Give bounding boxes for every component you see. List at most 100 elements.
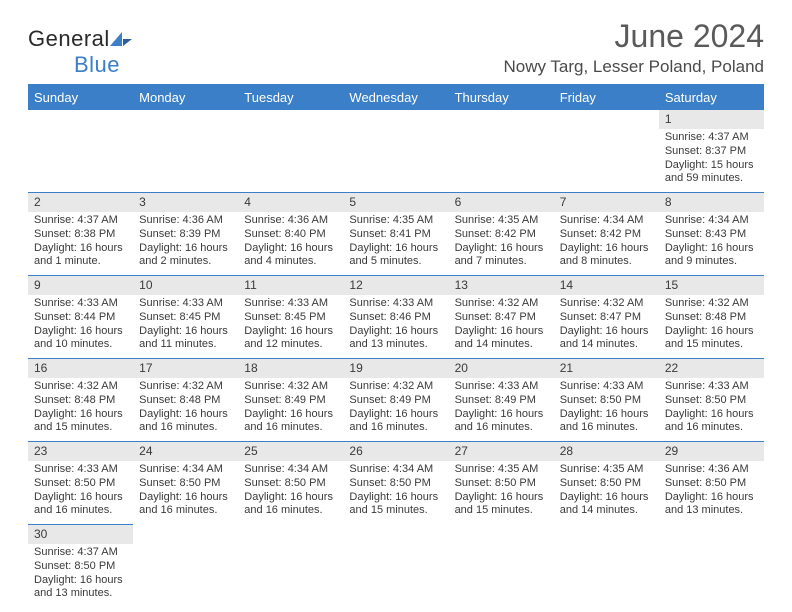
week-daynum-row: 30 [28,525,764,545]
day-day2: and 16 minutes. [139,504,232,518]
week-daynum-row: 9101112131415 [28,276,764,296]
day-sunset: Sunset: 8:50 PM [665,394,758,408]
day-number-cell: 25 [238,442,343,462]
day-data-cell: Sunrise: 4:37 AMSunset: 8:37 PMDaylight:… [659,129,764,193]
day-sunrise: Sunrise: 4:32 AM [455,297,548,311]
day-sunset: Sunset: 8:39 PM [139,228,232,242]
day-day2: and 7 minutes. [455,255,548,269]
week-daynum-row: 16171819202122 [28,359,764,379]
day-sunset: Sunset: 8:47 PM [455,311,548,325]
day-number-cell [238,110,343,130]
day-sunrise: Sunrise: 4:33 AM [34,297,127,311]
day-number-cell [343,525,448,545]
day-day1: Daylight: 16 hours [560,408,653,422]
day-number-cell: 10 [133,276,238,296]
day-sunset: Sunset: 8:47 PM [560,311,653,325]
day-day2: and 16 minutes. [349,421,442,435]
day-day2: and 13 minutes. [665,504,758,518]
day-data-cell [133,129,238,193]
day-sunset: Sunset: 8:44 PM [34,311,127,325]
day-data-cell: Sunrise: 4:33 AMSunset: 8:49 PMDaylight:… [449,378,554,442]
day-sunset: Sunset: 8:45 PM [139,311,232,325]
day-sunrise: Sunrise: 4:33 AM [244,297,337,311]
day-number-cell: 19 [343,359,448,379]
day-day1: Daylight: 16 hours [349,325,442,339]
day-data-cell [554,544,659,607]
day-sunrise: Sunrise: 4:37 AM [665,131,758,145]
day-data-cell: Sunrise: 4:36 AMSunset: 8:40 PMDaylight:… [238,212,343,276]
day-number-cell: 1 [659,110,764,130]
day-of-week-header: Monday [133,86,238,110]
day-day1: Daylight: 16 hours [349,242,442,256]
day-data-cell: Sunrise: 4:32 AMSunset: 8:48 PMDaylight:… [28,378,133,442]
day-of-week-row: SundayMondayTuesdayWednesdayThursdayFrid… [28,86,764,110]
day-data-cell: Sunrise: 4:33 AMSunset: 8:50 PMDaylight:… [659,378,764,442]
day-data-cell: Sunrise: 4:34 AMSunset: 8:43 PMDaylight:… [659,212,764,276]
day-day2: and 5 minutes. [349,255,442,269]
day-day2: and 16 minutes. [665,421,758,435]
day-number-cell: 27 [449,442,554,462]
day-day2: and 8 minutes. [560,255,653,269]
day-day2: and 12 minutes. [244,338,337,352]
day-sunrise: Sunrise: 4:32 AM [665,297,758,311]
week-data-row: Sunrise: 4:37 AMSunset: 8:38 PMDaylight:… [28,212,764,276]
day-day1: Daylight: 16 hours [34,491,127,505]
day-data-cell: Sunrise: 4:36 AMSunset: 8:39 PMDaylight:… [133,212,238,276]
day-data-cell [449,129,554,193]
day-day1: Daylight: 16 hours [665,491,758,505]
day-number-cell [28,110,133,130]
day-day1: Daylight: 16 hours [139,408,232,422]
day-data-cell: Sunrise: 4:33 AMSunset: 8:45 PMDaylight:… [133,295,238,359]
day-data-cell: Sunrise: 4:32 AMSunset: 8:49 PMDaylight:… [238,378,343,442]
week-data-row: Sunrise: 4:33 AMSunset: 8:44 PMDaylight:… [28,295,764,359]
day-data-cell: Sunrise: 4:35 AMSunset: 8:50 PMDaylight:… [554,461,659,525]
day-day1: Daylight: 16 hours [139,325,232,339]
day-number-cell: 29 [659,442,764,462]
day-day2: and 13 minutes. [34,587,127,601]
day-sunset: Sunset: 8:50 PM [349,477,442,491]
day-of-week-header: Tuesday [238,86,343,110]
day-sunrise: Sunrise: 4:33 AM [665,380,758,394]
week-data-row: Sunrise: 4:32 AMSunset: 8:48 PMDaylight:… [28,378,764,442]
day-number-cell: 20 [449,359,554,379]
day-day2: and 1 minute. [34,255,127,269]
day-number-cell: 18 [238,359,343,379]
day-sunset: Sunset: 8:43 PM [665,228,758,242]
day-data-cell: Sunrise: 4:34 AMSunset: 8:50 PMDaylight:… [133,461,238,525]
day-data-cell: Sunrise: 4:36 AMSunset: 8:50 PMDaylight:… [659,461,764,525]
day-sunrise: Sunrise: 4:35 AM [349,214,442,228]
day-number-cell [133,525,238,545]
day-data-cell: Sunrise: 4:33 AMSunset: 8:50 PMDaylight:… [554,378,659,442]
day-number-cell: 21 [554,359,659,379]
day-sunrise: Sunrise: 4:37 AM [34,546,127,560]
day-sunrise: Sunrise: 4:32 AM [560,297,653,311]
week-daynum-row: 1 [28,110,764,130]
day-day2: and 15 minutes. [349,504,442,518]
day-number-cell: 4 [238,193,343,213]
day-sunset: Sunset: 8:41 PM [349,228,442,242]
day-data-cell [238,544,343,607]
day-of-week-header: Saturday [659,86,764,110]
day-data-cell: Sunrise: 4:32 AMSunset: 8:47 PMDaylight:… [554,295,659,359]
day-number-cell: 9 [28,276,133,296]
day-number-cell: 24 [133,442,238,462]
day-sunrise: Sunrise: 4:34 AM [665,214,758,228]
day-number-cell: 11 [238,276,343,296]
day-day1: Daylight: 16 hours [34,325,127,339]
day-of-week-header: Friday [554,86,659,110]
day-day2: and 16 minutes. [139,421,232,435]
day-day2: and 16 minutes. [244,504,337,518]
day-sunrise: Sunrise: 4:33 AM [455,380,548,394]
week-daynum-row: 2345678 [28,193,764,213]
logo-word-blue: Blue [74,52,120,77]
logo-sail-icon [110,32,132,46]
day-sunrise: Sunrise: 4:36 AM [139,214,232,228]
day-day1: Daylight: 15 hours [665,159,758,173]
day-sunset: Sunset: 8:50 PM [34,477,127,491]
day-number-cell: 6 [449,193,554,213]
day-number-cell: 16 [28,359,133,379]
day-day2: and 4 minutes. [244,255,337,269]
day-day2: and 13 minutes. [349,338,442,352]
day-number-cell: 12 [343,276,448,296]
day-sunset: Sunset: 8:42 PM [560,228,653,242]
